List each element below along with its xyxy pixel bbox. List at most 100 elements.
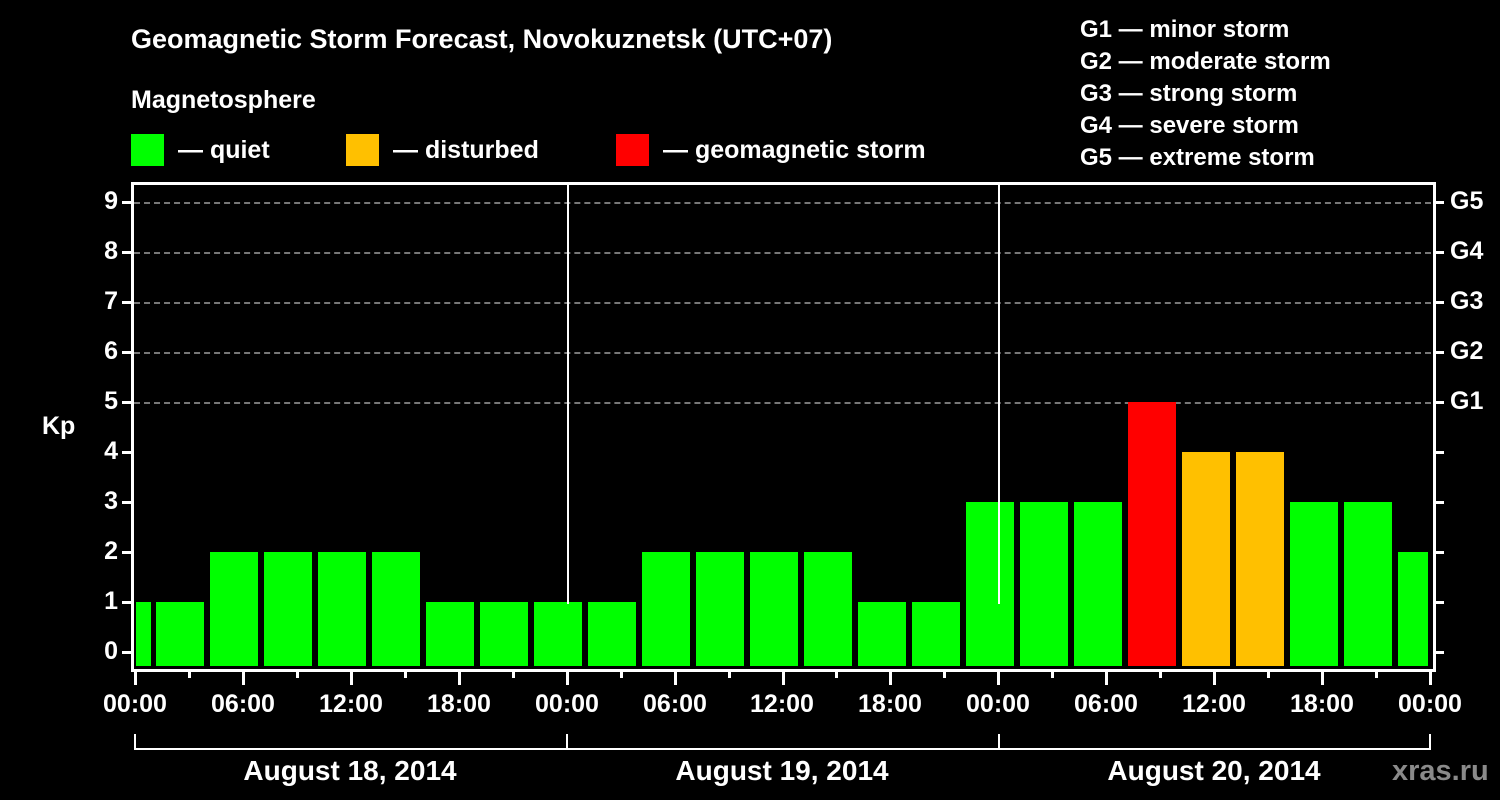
y-tick xyxy=(122,601,132,604)
y-axis-label: Kp xyxy=(42,412,76,440)
y-tick-label: 5 xyxy=(104,387,118,415)
y-tick-label: 2 xyxy=(104,537,118,565)
kp-bar xyxy=(966,502,1014,666)
y-tick xyxy=(122,201,132,204)
y-tick-right xyxy=(1434,251,1444,254)
legend-disturbed-label: — disturbed xyxy=(393,135,539,164)
x-tick-label: 00:00 xyxy=(103,690,167,718)
y-tick-right xyxy=(1434,201,1444,204)
y-tick-label: 0 xyxy=(104,637,118,665)
g-scale-label: G4 xyxy=(1450,237,1484,265)
gridline xyxy=(134,252,1431,254)
kp-bar xyxy=(1020,502,1068,666)
x-tick-label: 06:00 xyxy=(211,690,275,718)
gridline xyxy=(134,202,1431,204)
date-bracket-tick xyxy=(134,734,136,749)
x-tick-major xyxy=(674,670,677,685)
disturbed-swatch xyxy=(346,134,379,166)
y-tick-label: 6 xyxy=(104,337,118,365)
kp-bar xyxy=(696,552,744,666)
date-bracket-line xyxy=(134,748,1431,750)
x-tick-minor xyxy=(620,670,623,678)
kp-bar xyxy=(1344,502,1392,666)
date-label: August 20, 2014 xyxy=(1107,755,1321,786)
kp-bar xyxy=(1074,502,1122,666)
kp-bar xyxy=(912,602,960,666)
g5-legend: G5 — extreme storm xyxy=(1080,144,1315,171)
kp-bar xyxy=(210,552,258,666)
x-tick-minor xyxy=(296,670,299,678)
g3-legend: G3 — strong storm xyxy=(1080,80,1298,107)
x-tick-major xyxy=(242,670,245,685)
storm-scale-legend: G1 — minor storm G2 — moderate storm G3 … xyxy=(1080,14,1331,174)
date-bracket-tick xyxy=(998,734,1000,749)
y-tick xyxy=(122,351,132,354)
y-tick-right xyxy=(1434,501,1444,504)
y-tick-right xyxy=(1434,351,1444,354)
x-tick-minor xyxy=(1159,670,1162,678)
y-tick xyxy=(122,401,132,404)
kp-bar xyxy=(372,552,420,666)
x-tick-major xyxy=(458,670,461,685)
y-tick-label: 1 xyxy=(104,587,118,615)
date-bracket-tick xyxy=(1429,734,1431,749)
g-scale-label: G5 xyxy=(1450,187,1484,215)
legend-quiet: — quiet xyxy=(131,134,270,166)
y-tick xyxy=(122,551,132,554)
kp-bar xyxy=(1290,502,1338,666)
y-tick-label: 3 xyxy=(104,487,118,515)
gridline xyxy=(134,302,1431,304)
y-tick xyxy=(122,651,132,654)
kp-bar xyxy=(1182,452,1230,666)
kp-bar xyxy=(480,602,528,666)
x-tick-major xyxy=(350,670,353,685)
y-tick-label: 7 xyxy=(104,287,118,315)
date-bracket-tick xyxy=(566,734,568,749)
x-tick-label: 18:00 xyxy=(1290,690,1354,718)
x-tick-major xyxy=(889,670,892,685)
x-tick-major xyxy=(1213,670,1216,685)
y-tick-right xyxy=(1434,551,1444,554)
x-tick-major xyxy=(1105,670,1108,685)
x-tick-label: 12:00 xyxy=(319,690,383,718)
y-tick xyxy=(122,501,132,504)
kp-bar xyxy=(1236,452,1284,666)
x-tick-minor xyxy=(1267,670,1270,678)
x-tick-label: 06:00 xyxy=(643,690,707,718)
date-label: August 18, 2014 xyxy=(243,755,457,786)
storm-swatch xyxy=(616,134,649,166)
x-tick-label: 12:00 xyxy=(750,690,814,718)
day-separator xyxy=(567,184,569,604)
x-tick-minor xyxy=(728,670,731,678)
y-tick xyxy=(122,301,132,304)
x-tick-major xyxy=(1321,670,1324,685)
kp-bar xyxy=(534,602,582,666)
x-tick-label: 00:00 xyxy=(966,690,1030,718)
gridline xyxy=(134,352,1431,354)
kp-bar xyxy=(858,602,906,666)
x-tick-label: 12:00 xyxy=(1182,690,1246,718)
kp-bar xyxy=(1128,402,1176,666)
y-tick-right xyxy=(1434,401,1444,404)
y-tick-right xyxy=(1434,601,1444,604)
kp-bar xyxy=(642,552,690,666)
kp-bar xyxy=(264,552,312,666)
legend-storm-label: — geomagnetic storm xyxy=(663,135,926,164)
legend-subtitle: Magnetosphere xyxy=(131,86,316,114)
g4-legend: G4 — severe storm xyxy=(1080,112,1299,139)
chart-title: Geomagnetic Storm Forecast, Novokuznetsk… xyxy=(131,24,833,54)
y-tick-label: 4 xyxy=(104,437,118,465)
x-tick-major xyxy=(566,670,569,685)
y-tick-right xyxy=(1434,301,1444,304)
g1-legend: G1 — minor storm xyxy=(1080,16,1290,43)
kp-bar xyxy=(588,602,636,666)
kp-bar xyxy=(426,602,474,666)
watermark: xras.ru xyxy=(1392,755,1489,787)
g-scale-label: G3 xyxy=(1450,287,1484,315)
x-tick-minor xyxy=(1051,670,1054,678)
x-tick-minor xyxy=(404,670,407,678)
kp-bar xyxy=(750,552,798,666)
x-tick-minor xyxy=(835,670,838,678)
kp-bar xyxy=(804,552,852,666)
x-tick-label: 18:00 xyxy=(858,690,922,718)
